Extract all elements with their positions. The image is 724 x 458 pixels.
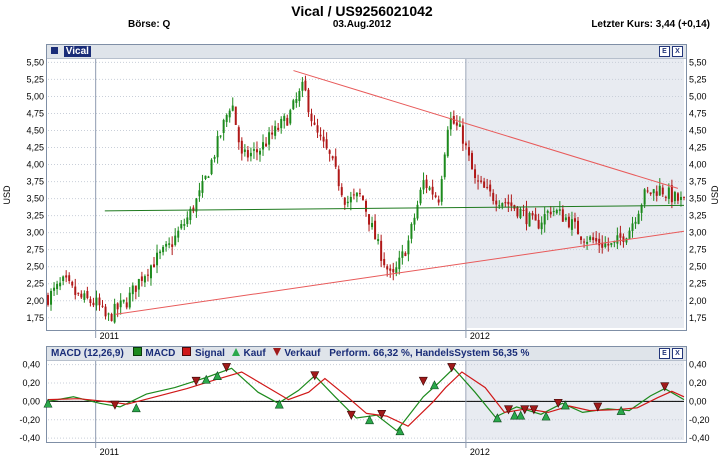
- macd-legend-perf: Perform. 66,32 %, HandelsSystem 56,35 %: [329, 348, 530, 359]
- macd-legend-title: MACD (12,26,9): [51, 348, 124, 359]
- price-tick-label-left: 2,25: [26, 279, 44, 289]
- macd-x-tick-label: 2011: [100, 447, 119, 457]
- price-tick-label-left: 3,00: [26, 228, 44, 238]
- price-tick-label-right: 2,00: [689, 296, 707, 306]
- price-tick-label-left: 2,75: [26, 245, 44, 255]
- macd-tick-label-left: -0,40: [19, 433, 40, 443]
- price-tick-label-left: 3,50: [26, 194, 44, 204]
- close-button[interactable]: X: [672, 46, 683, 57]
- price-x-tick-label: 2011: [100, 331, 119, 341]
- macd-tick-label-left: -0,20: [19, 415, 40, 425]
- macd-tick-label-right: 0,40: [689, 360, 707, 370]
- price-tick-label-right: 4,00: [689, 160, 707, 170]
- macd-tick-label-right: 0,20: [689, 378, 707, 388]
- price-tick-label-right: 3,50: [689, 194, 707, 204]
- last-price-label: Letzter Kurs: 3,44 (+0,14): [591, 19, 710, 30]
- price-tick-label-left: 4,75: [26, 108, 44, 118]
- price-tick-label-left: 2,00: [26, 296, 44, 306]
- price-tick-label-right: 4,25: [689, 143, 707, 153]
- price-tick-label-right: 1,75: [689, 313, 707, 323]
- price-tick-label-right: 2,50: [689, 262, 707, 272]
- price-tick-label-left: 1,75: [26, 313, 44, 323]
- price-tick-label-left: 4,25: [26, 143, 44, 153]
- price-tick-label-left: 4,50: [26, 126, 44, 136]
- price-tick-label-right: 3,00: [689, 228, 707, 238]
- price-tick-label-left: 3,75: [26, 177, 44, 187]
- chart-title: Vical / US9256021042: [291, 3, 433, 19]
- macd-panel: MACD (12,26,9) MACD Signal Kauf Verkauf …: [46, 346, 687, 443]
- macd-tick-label-left: 0,00: [22, 396, 40, 406]
- price-tick-label-right: 4,50: [689, 126, 707, 136]
- macd-tick-label-right: -0,40: [689, 433, 710, 443]
- price-tick-label-right: 2,25: [689, 279, 707, 289]
- price-tick-label-right: 4,75: [689, 108, 707, 118]
- macd-legend-buy: Kauf: [243, 348, 266, 359]
- macd-swatch-icon: [132, 347, 142, 356]
- price-tick-label-left: 5,25: [26, 74, 44, 84]
- y-axis-label-right: USD: [710, 185, 720, 205]
- edit-button[interactable]: E: [659, 46, 670, 57]
- date-label: 03.Aug.2012: [332, 19, 392, 30]
- buy-triangle-icon: [231, 348, 240, 356]
- price-tick-label-left: 4,00: [26, 160, 44, 170]
- macd-x-tick-label: 2012: [470, 447, 490, 457]
- macd-panel-titlebar: MACD (12,26,9) MACD Signal Kauf Verkauf …: [47, 347, 686, 361]
- price-tick-label-right: 2,75: [689, 245, 707, 255]
- series-swatch-icon: [51, 47, 58, 54]
- macd-legend-signal: Signal: [194, 348, 225, 359]
- exchange-label: Börse: Q: [128, 19, 171, 30]
- price-tick-label-right: 5,00: [689, 91, 707, 101]
- price-tick-label-left: 2,50: [26, 262, 44, 272]
- price-panel-titlebar: Vical E X: [47, 45, 686, 59]
- price-tick-label-left: 3,25: [26, 211, 44, 221]
- macd-tick-label-left: 0,20: [22, 378, 40, 388]
- y-axis-label-left: USD: [2, 185, 12, 205]
- macd-tick-label-right: 0,00: [689, 396, 707, 406]
- price-panel: Vical E X: [46, 44, 687, 331]
- price-tick-label-right: 3,75: [689, 177, 707, 187]
- price-tick-label-left: 5,00: [26, 91, 44, 101]
- price-tick-label-right: 5,50: [689, 57, 707, 67]
- macd-close-button[interactable]: X: [672, 348, 683, 359]
- macd-legend-sell: Verkauf: [284, 348, 321, 359]
- price-tick-label-right: 5,25: [689, 74, 707, 84]
- signal-swatch-icon: [182, 347, 192, 356]
- macd-legend-macd: MACD: [145, 348, 176, 359]
- price-panel-name: Vical: [63, 46, 91, 57]
- macd-tick-label-right: -0,20: [689, 415, 710, 425]
- price-tick-label-right: 3,25: [689, 211, 707, 221]
- price-panel-legend: Vical: [51, 45, 91, 58]
- macd-tick-label-left: 0,40: [22, 360, 40, 370]
- sell-triangle-icon: [272, 348, 281, 356]
- macd-panel-legend: MACD (12,26,9) MACD Signal Kauf Verkauf …: [51, 347, 529, 360]
- price-x-tick-label: 2012: [470, 331, 490, 341]
- macd-edit-button[interactable]: E: [659, 348, 670, 359]
- price-tick-label-left: 5,50: [26, 57, 44, 67]
